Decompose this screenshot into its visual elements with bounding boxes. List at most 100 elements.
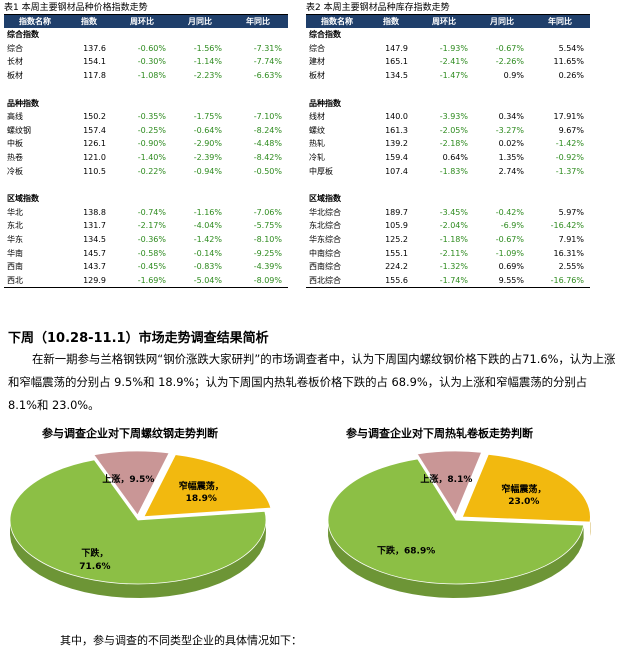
pie-slice-range [461, 453, 591, 523]
table-row: 高线 150.2 -0.35% -1.75% -7.10% [4, 110, 288, 124]
table-row: 板材 134.5 -1.47% 0.9% 0.26% [306, 69, 590, 83]
index-value-cell: 159.4 [385, 153, 408, 163]
change-cell: -6.63% [253, 71, 282, 81]
index-name-cell: 螺纹钢 [7, 125, 31, 135]
price-index-body: 综合指数 综合 137.6 -0.60% -1.56% -7.31% 长材 154.1 -0.3… [4, 28, 288, 289]
change-cell: 17.91% [553, 112, 584, 122]
change-cell: -0.90% [137, 139, 166, 149]
index-value-cell: 129.9 [83, 275, 106, 285]
stock-index-body: 综合指数 综合 147.9 -1.93% -0.67% 5.54% 建材 165.1 -2.41… [306, 28, 590, 289]
index-value-cell: 105.9 [385, 221, 408, 231]
table-row: 中板 126.1 -0.90% -2.90% -4.48% [4, 137, 288, 151]
category-row: 品种指数 [4, 96, 288, 110]
category-label: 品种指数 [309, 98, 341, 108]
change-cell: -1.56% [193, 43, 222, 53]
index-name-cell: 中厚板 [309, 166, 333, 176]
table-bottom-rule [306, 287, 590, 289]
pie-label: 窄幅震荡， [179, 480, 224, 492]
index-value-cell: 134.5 [385, 71, 408, 81]
pie-label: 23.0% [508, 497, 539, 507]
change-cell: -16.76% [550, 275, 584, 285]
index-name-cell: 热卷 [7, 153, 23, 163]
change-cell: -0.64% [193, 125, 222, 135]
category-label: 综合指数 [309, 30, 341, 40]
change-cell: -2.11% [439, 248, 468, 258]
index-name-cell: 西北 [7, 275, 23, 285]
index-name-cell: 热轧 [309, 139, 325, 149]
index-value-cell: 131.7 [83, 221, 106, 231]
price-index-col-header: 指数名称 [4, 15, 66, 28]
change-cell: -1.74% [439, 275, 468, 285]
change-cell: -0.67% [495, 235, 524, 245]
change-cell: -1.47% [439, 71, 468, 81]
index-name-cell: 华东 [7, 235, 23, 245]
section-heading: 下周（10.28-11.1）市场走势调查结果简析 [8, 331, 269, 346]
category-row: 区域指数 [4, 192, 288, 206]
change-cell: -0.94% [193, 166, 222, 176]
index-name-cell: 西北综合 [309, 275, 341, 285]
category-label: 区域指数 [7, 194, 39, 204]
table-row: 板材 117.8 -1.08% -2.23% -6.63% [4, 69, 288, 83]
index-value-cell: 147.9 [385, 43, 408, 53]
index-value-cell: 125.2 [385, 235, 408, 245]
change-cell: -1.40% [137, 153, 166, 163]
index-name-cell: 线材 [309, 112, 325, 122]
pie-label: 窄幅震荡， [501, 483, 546, 495]
index-name-cell: 建材 [309, 57, 325, 67]
change-cell: -1.09% [495, 248, 524, 258]
change-cell: -0.42% [495, 207, 524, 217]
index-name-cell: 东北 [7, 221, 23, 231]
table-row: 综合 137.6 -0.60% -1.56% -7.31% [4, 42, 288, 56]
index-value-cell: 121.0 [83, 153, 106, 163]
change-cell: -2.17% [137, 221, 166, 231]
table-row: 华东 134.5 -0.36% -1.42% -8.10% [4, 233, 288, 247]
stock-index-table-title: 表2 本周主要钢材品种库存指数走势 [306, 2, 590, 15]
index-name-cell: 华东综合 [309, 235, 341, 245]
table-row: 螺纹钢 157.4 -0.25% -0.64% -8.24% [4, 124, 288, 138]
change-cell: 5.54% [558, 43, 584, 53]
index-value-cell: 155.6 [385, 275, 408, 285]
change-cell: -0.14% [193, 248, 222, 258]
stock-index-col-header: 周环比 [414, 15, 474, 28]
change-cell: -4.48% [253, 139, 282, 149]
rebar-chart-title: 参与调查企业对下周螺纹钢走势判断 [42, 427, 218, 440]
table-row: 西北综合 155.6 -1.74% 9.55% -16.76% [306, 274, 590, 288]
category-row: 品种指数 [306, 96, 590, 110]
change-cell: -1.42% [555, 139, 584, 149]
index-value-cell: 165.1 [385, 57, 408, 67]
index-value-cell: 157.4 [83, 125, 106, 135]
bottom-rule-cell [306, 287, 590, 289]
price-index-col-header: 年同比 [228, 15, 288, 28]
change-cell: -7.31% [253, 43, 282, 53]
change-cell: 0.64% [442, 153, 468, 163]
index-name-cell: 冷轧 [309, 153, 325, 163]
index-value-cell: 107.4 [385, 166, 408, 176]
hotroll-chart-title: 参与调查企业对下周热轧卷板走势判断 [346, 427, 533, 440]
pie-label: 71.6% [79, 562, 110, 572]
change-cell: -1.93% [439, 43, 468, 53]
category-row: 区域指数 [306, 192, 590, 206]
change-cell: 9.55% [498, 275, 524, 285]
change-cell: -1.37% [555, 166, 584, 176]
pie-slice-side [10, 518, 266, 598]
change-cell: -1.83% [439, 166, 468, 176]
index-value-cell: 150.2 [83, 112, 106, 122]
index-value-cell: 138.8 [83, 207, 106, 217]
change-cell: -16.42% [550, 221, 584, 231]
stock-index-table: 表2 本周主要钢材品种库存指数走势 指数名称 指数 周环比 月同比 年同比 综合指数 综合… [306, 2, 590, 289]
change-cell: -9.25% [253, 248, 282, 258]
table-row: 华南 145.7 -0.58% -0.14% -9.25% [4, 246, 288, 260]
change-cell: -0.25% [137, 125, 166, 135]
table-row: 长材 154.1 -0.30% -1.14% -7.74% [4, 55, 288, 69]
table-row: 建材 165.1 -2.41% -2.26% 11.65% [306, 55, 590, 69]
change-cell: -0.60% [137, 43, 166, 53]
table-row: 华北 138.8 -0.74% -1.16% -7.06% [4, 206, 288, 220]
change-cell: -7.06% [253, 207, 282, 217]
change-cell: -7.74% [253, 57, 282, 67]
change-cell: -5.75% [253, 221, 282, 231]
index-name-cell: 西南综合 [309, 262, 341, 272]
change-cell: -1.18% [439, 235, 468, 245]
table-row: 热轧 139.2 -2.18% 0.02% -1.42% [306, 137, 590, 151]
pie-slice-range [143, 454, 272, 518]
index-name-cell: 板材 [309, 71, 325, 81]
